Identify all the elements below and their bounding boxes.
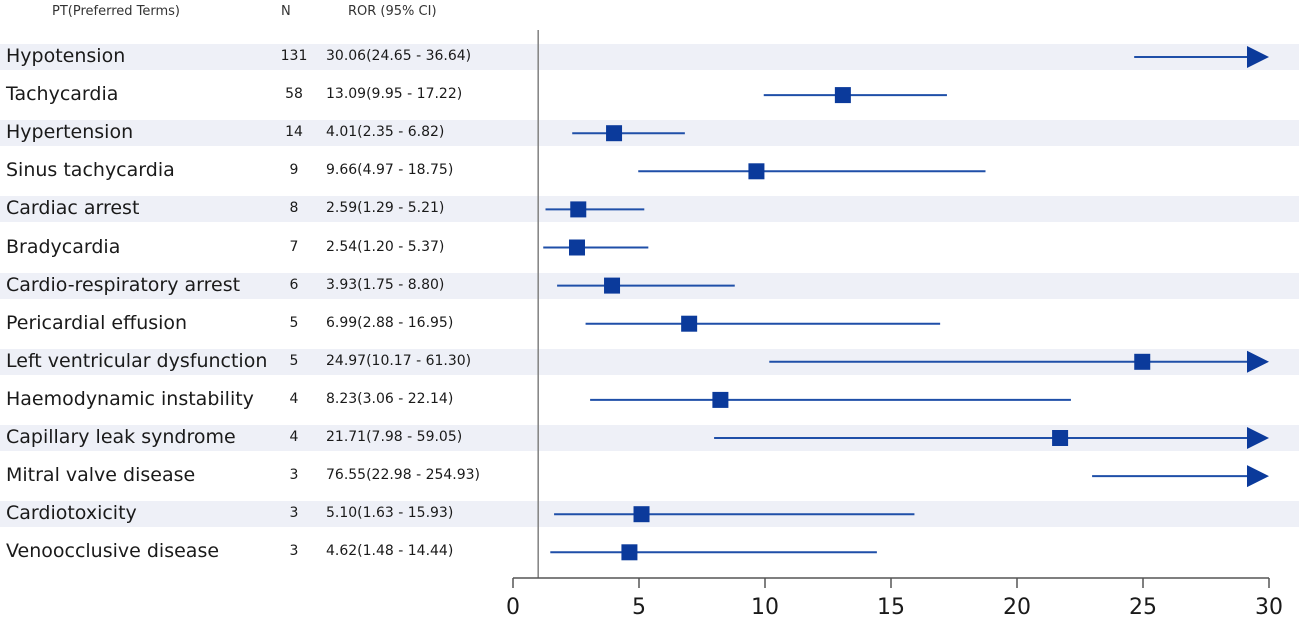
x-tick-label: 30 (1255, 595, 1283, 620)
row-ror-value: 30.06(24.65 - 36.64) (326, 48, 472, 64)
row-n-value: 5 (289, 352, 299, 369)
row-ror-value: 4.01(2.35 - 6.82) (326, 124, 445, 141)
row-ror-value: 2.59(1.29 - 5.21) (326, 200, 445, 217)
row-pt-label: Capillary leak syndrome (6, 426, 236, 448)
row-ror-value: 3.93(1.75 - 8.80) (326, 276, 445, 293)
row-ror-value: 8.23(3.06 - 22.14) (326, 390, 454, 407)
row-ror-value: 4.62(1.48 - 14.44) (326, 543, 454, 560)
row-ror-value: 2.54(1.20 - 5.37) (326, 238, 445, 255)
point-estimate-marker (1052, 430, 1069, 446)
point-estimate-marker (712, 391, 729, 408)
row-pt-label: Mitral valve disease (6, 464, 196, 487)
header-n: N (281, 4, 291, 19)
header-pt: PT(Preferred Terms) (52, 4, 181, 19)
row-n-value: 14 (285, 124, 303, 141)
row-ror-value: 21.71(7.98 - 59.05) (326, 429, 463, 445)
row-n-value: 8 (289, 200, 299, 217)
row-n-value: 131 (280, 48, 308, 64)
row-n-value: 6 (289, 276, 299, 293)
row-band (0, 44, 1299, 70)
point-estimate-marker (570, 201, 587, 218)
row-n-value: 3 (289, 505, 299, 522)
point-estimate-marker (621, 544, 638, 561)
row-pt-label: Hypertension (6, 121, 134, 144)
point-estimate-marker (604, 277, 621, 294)
row-n-value: 7 (289, 238, 299, 255)
row-pt-label: Bradycardia (6, 235, 121, 258)
x-tick-label: 15 (877, 595, 905, 620)
row-pt-label: Cardio-respiratory arrest (6, 273, 241, 296)
row-n-value: 4 (289, 429, 299, 445)
x-tick-label: 0 (506, 595, 520, 620)
point-estimate-marker (569, 239, 586, 256)
row-ror-value: 6.99(2.88 - 16.95) (326, 314, 454, 331)
row-pt-label: Tachycardia (6, 83, 119, 106)
row-pt-label: Venoocclusive disease (6, 540, 220, 563)
point-estimate-marker (681, 315, 698, 332)
ci-arrow-head (1247, 350, 1269, 373)
row-n-value: 58 (285, 86, 303, 103)
row-pt-label: Sinus tachycardia (6, 159, 175, 182)
row-pt-label: Haemodynamic instability (6, 387, 254, 410)
row-n-value: 3 (289, 467, 299, 484)
row-pt-label: Left ventricular dysfunction (6, 349, 268, 372)
ci-arrow-head (1247, 465, 1269, 488)
point-estimate-marker (748, 163, 765, 180)
row-n-value: 5 (289, 314, 299, 331)
point-estimate-marker (606, 125, 623, 142)
row-ror-value: 5.10(1.63 - 15.93) (326, 505, 454, 522)
row-ror-value: 9.66(4.97 - 18.75) (326, 162, 454, 179)
point-estimate-marker (834, 87, 851, 104)
point-estimate-marker (633, 506, 650, 523)
x-tick-label: 25 (1129, 595, 1157, 620)
row-pt-label: Cardiotoxicity (6, 502, 137, 525)
row-ror-value: 24.97(10.17 - 61.30) (326, 352, 472, 369)
x-tick-label: 5 (632, 595, 646, 620)
ci-arrow-head (1247, 427, 1269, 449)
x-tick-label: 20 (1003, 595, 1031, 620)
ci-arrow-head (1247, 46, 1269, 68)
row-n-value: 9 (289, 162, 299, 179)
row-ror-value: 13.09(9.95 - 17.22) (326, 86, 463, 103)
header-ror: ROR (95% CI) (348, 4, 437, 19)
x-tick-label: 10 (751, 595, 779, 620)
row-band (0, 196, 1299, 223)
point-estimate-marker (1134, 353, 1151, 370)
row-pt-label: Cardiac arrest (6, 197, 140, 220)
row-n-value: 3 (289, 543, 299, 560)
row-pt-label: Hypotension (6, 45, 126, 67)
row-pt-label: Pericardial effusion (6, 311, 188, 334)
row-ror-value: 76.55(22.98 - 254.93) (326, 467, 481, 484)
row-n-value: 4 (289, 390, 299, 407)
